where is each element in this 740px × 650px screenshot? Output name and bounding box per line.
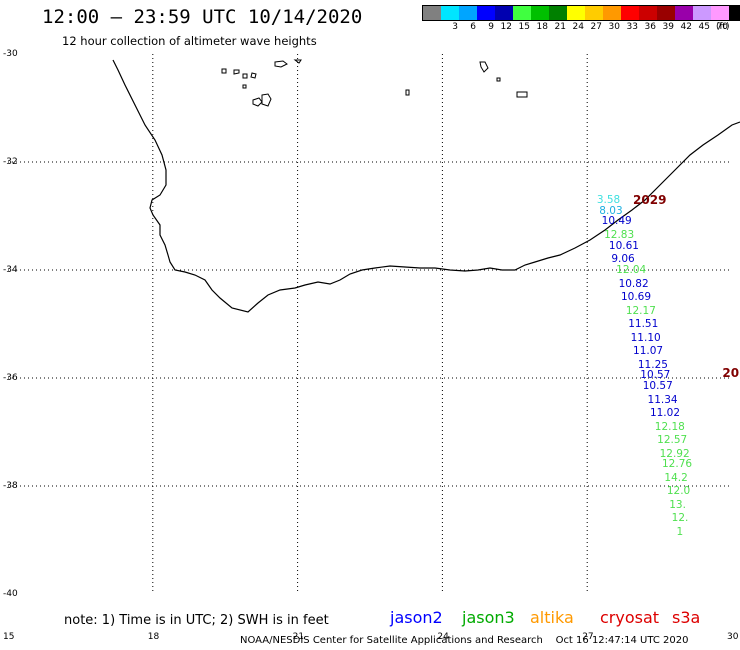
- latitude-label: -30: [3, 49, 18, 59]
- latitude-label: -38: [3, 481, 18, 491]
- wave-height-label: 12.76: [662, 458, 693, 471]
- colorbar-tick-label: [728, 22, 740, 32]
- colorbar-tick-label: 24: [572, 22, 584, 32]
- satellite-legend-item: jason2: [390, 608, 443, 627]
- wave-height-label: 1: [676, 525, 684, 538]
- graticule: [8, 54, 732, 594]
- latitude-label: -32: [3, 157, 18, 167]
- colorbar-swatch: [441, 6, 459, 20]
- wave-height-label: 11.34: [647, 393, 678, 406]
- colorbar-swatch: [495, 6, 513, 20]
- colorbar-tick-label: 36: [644, 22, 656, 32]
- colorbar-swatch: [711, 6, 729, 20]
- colorbar-tick-label: [422, 22, 440, 32]
- colorbar-tick-label: 42: [680, 22, 692, 32]
- colorbar-swatch: [585, 6, 603, 20]
- colorbar-tick-label: 70: [716, 22, 728, 32]
- track-time-label: 2029: [633, 192, 667, 207]
- wave-height-label: 12.17: [625, 304, 656, 317]
- colorbar: [422, 5, 740, 21]
- wave-height-label: 12.0: [666, 485, 691, 498]
- map-subtitle: 12 hour collection of altimeter wave hei…: [62, 34, 317, 48]
- wave-height-label: 10.57: [642, 380, 673, 393]
- colorbar-tick-label: 39: [662, 22, 674, 32]
- wave-height-label: 10.82: [618, 277, 649, 290]
- colorbar-swatch: [423, 6, 441, 20]
- colorbar-swatch: [675, 6, 693, 20]
- colorbar-tick-label: 12: [500, 22, 512, 32]
- wave-height-label: 12.18: [654, 420, 685, 433]
- islands: [221, 59, 528, 107]
- wave-height-label: 12.04: [616, 264, 647, 276]
- map-title: 12:00 – 23:59 UTC 10/14/2020: [42, 6, 363, 28]
- colorbar-swatch: [477, 6, 495, 20]
- colorbar-tick-label: 6: [470, 22, 476, 32]
- wave-height-label: 12.92: [659, 447, 690, 460]
- satellite-legend-item: cryosat: [600, 608, 660, 627]
- colorbar-swatch: [567, 6, 585, 20]
- colorbar-tick-label: 18: [536, 22, 548, 32]
- colorbar-swatch: [549, 6, 567, 20]
- colorbar-tick-label: 33: [626, 22, 638, 32]
- colorbar-tick-label: 30: [608, 22, 620, 32]
- colorbar-tick-label: 27: [590, 22, 602, 32]
- latitude-label: -36: [3, 373, 18, 383]
- colorbar-tick-label: 21: [554, 22, 566, 32]
- colorbar-tick-label: 45: [698, 22, 710, 32]
- colorbar-swatch: [513, 6, 531, 20]
- satellite-legend-item: jason3: [462, 608, 515, 627]
- track-time-label: 20: [722, 365, 740, 380]
- colorbar-swatch: [621, 6, 639, 20]
- wave-height-label: 9.06: [611, 253, 635, 266]
- longitude-label: 30: [727, 632, 739, 642]
- wave-height-label: 12.83: [604, 228, 635, 241]
- colorbar-labels: 3 6 9 12 15 18 21 24 27 30 33 36 39 42 45 70: [422, 22, 740, 32]
- wave-height-label: 14.2: [664, 471, 688, 484]
- wave-height-label: 12.: [671, 512, 689, 525]
- colorbar-tick-label: 9: [488, 22, 494, 32]
- longitude-label: 15: [3, 632, 15, 642]
- wave-height-label: 11.51: [628, 318, 659, 330]
- colorbar-swatch: [459, 6, 477, 20]
- longitude-label: 24: [437, 632, 449, 642]
- satellite-legend-item: s3a: [672, 608, 701, 627]
- colorbar-swatch: [729, 6, 740, 20]
- latitude-label: -34: [3, 265, 18, 275]
- longitude-label: 18: [147, 632, 160, 642]
- wave-height-label: 12.57: [657, 434, 688, 447]
- colorbar-tick-label: 15: [518, 22, 530, 32]
- latitude-label: -40: [3, 589, 18, 599]
- wave-height-label: 11.07: [633, 345, 664, 357]
- wave-height-label: 10.69: [620, 291, 652, 303]
- colorbar-swatch: [603, 6, 621, 20]
- colorbar-unit: (ft): [716, 22, 730, 32]
- colorbar-swatch: [531, 6, 549, 20]
- longitude-label: 27: [582, 632, 594, 642]
- footer-note: note: 1) Time is in UTC; 2) SWH is in fe…: [64, 613, 329, 628]
- satellite-legend-item: altika: [530, 608, 574, 627]
- wave-height-label: 11.10: [630, 331, 661, 344]
- wave-height-label: 10.57: [640, 369, 671, 382]
- colorbar-swatch: [657, 6, 675, 20]
- wave-height-label: 11.25: [637, 358, 668, 371]
- colorbar-swatch: [693, 6, 711, 20]
- colorbar-tick-label: 3: [452, 22, 458, 32]
- wave-height-label: 13.: [669, 498, 686, 511]
- wave-height-label: 10.61: [608, 239, 639, 252]
- wave-height-label: 11.02: [649, 407, 680, 420]
- colorbar-swatch: [639, 6, 657, 20]
- wave-height-label: 8.03: [599, 204, 623, 217]
- longitude-label: 21: [292, 632, 305, 642]
- footer-credit: NOAA/NESDIS Center for Satellite Applica…: [240, 635, 689, 646]
- coastline: [112, 59, 740, 313]
- wave-height-label: 10.49: [601, 215, 632, 228]
- wave-height-label: 3.58: [596, 193, 621, 206]
